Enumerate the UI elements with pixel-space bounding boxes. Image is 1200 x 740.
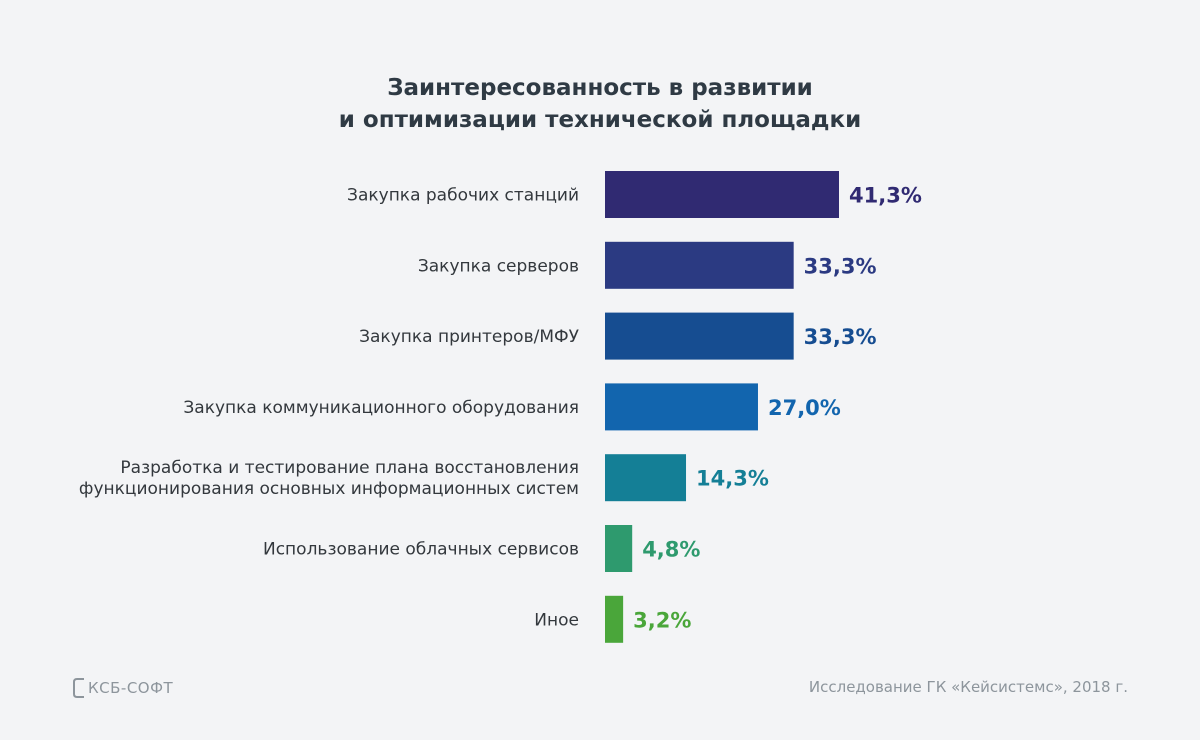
bar-4 xyxy=(605,383,758,431)
category-label-4: Закупка коммуникационного оборудования xyxy=(183,398,579,418)
category-label-6: Использование облачных сервисов xyxy=(263,540,579,560)
ksb-soft-logo: КСБ-СОФТ xyxy=(72,676,173,700)
category-label-1: Закупка рабочих станций xyxy=(347,186,579,206)
bar-6 xyxy=(605,525,633,572)
category-label-2: Закупка серверов xyxy=(418,256,579,276)
bar-5 xyxy=(605,454,687,502)
bar-chart: Закупка рабочих станций 41,3% Закупка серв… xyxy=(79,171,922,643)
chart-title-line-2: и оптимизации технической площадки xyxy=(338,107,862,133)
source-note: Исследование ГК «Кейсистемс», 2018 г. xyxy=(808,678,1128,696)
value-label-2: 33,3% xyxy=(804,254,877,278)
value-label-6: 4,8% xyxy=(642,538,700,562)
bar-3 xyxy=(605,312,794,360)
logo-text: КСБ-СОФТ xyxy=(88,679,174,697)
category-label-3: Закупка принтеров/МФУ xyxy=(359,327,580,347)
category-label-7: Иное xyxy=(534,610,579,630)
bar-1 xyxy=(605,171,839,218)
bar-2 xyxy=(605,241,794,289)
chart-title-line-1: Заинтересованность в развитии xyxy=(387,75,813,101)
chart-title: Заинтересованность в развитии и оптимиза… xyxy=(0,72,1200,136)
value-label-3: 33,3% xyxy=(804,325,877,349)
bar-7 xyxy=(605,595,624,643)
value-label-4: 27,0% xyxy=(768,396,841,420)
value-label-5: 14,3% xyxy=(696,467,769,491)
logo-bracket-icon xyxy=(73,678,84,698)
value-label-7: 3,2% xyxy=(633,608,691,632)
category-label-5: Разработка и тестирование плана восстано… xyxy=(79,458,579,499)
value-label-1: 41,3% xyxy=(849,184,922,208)
